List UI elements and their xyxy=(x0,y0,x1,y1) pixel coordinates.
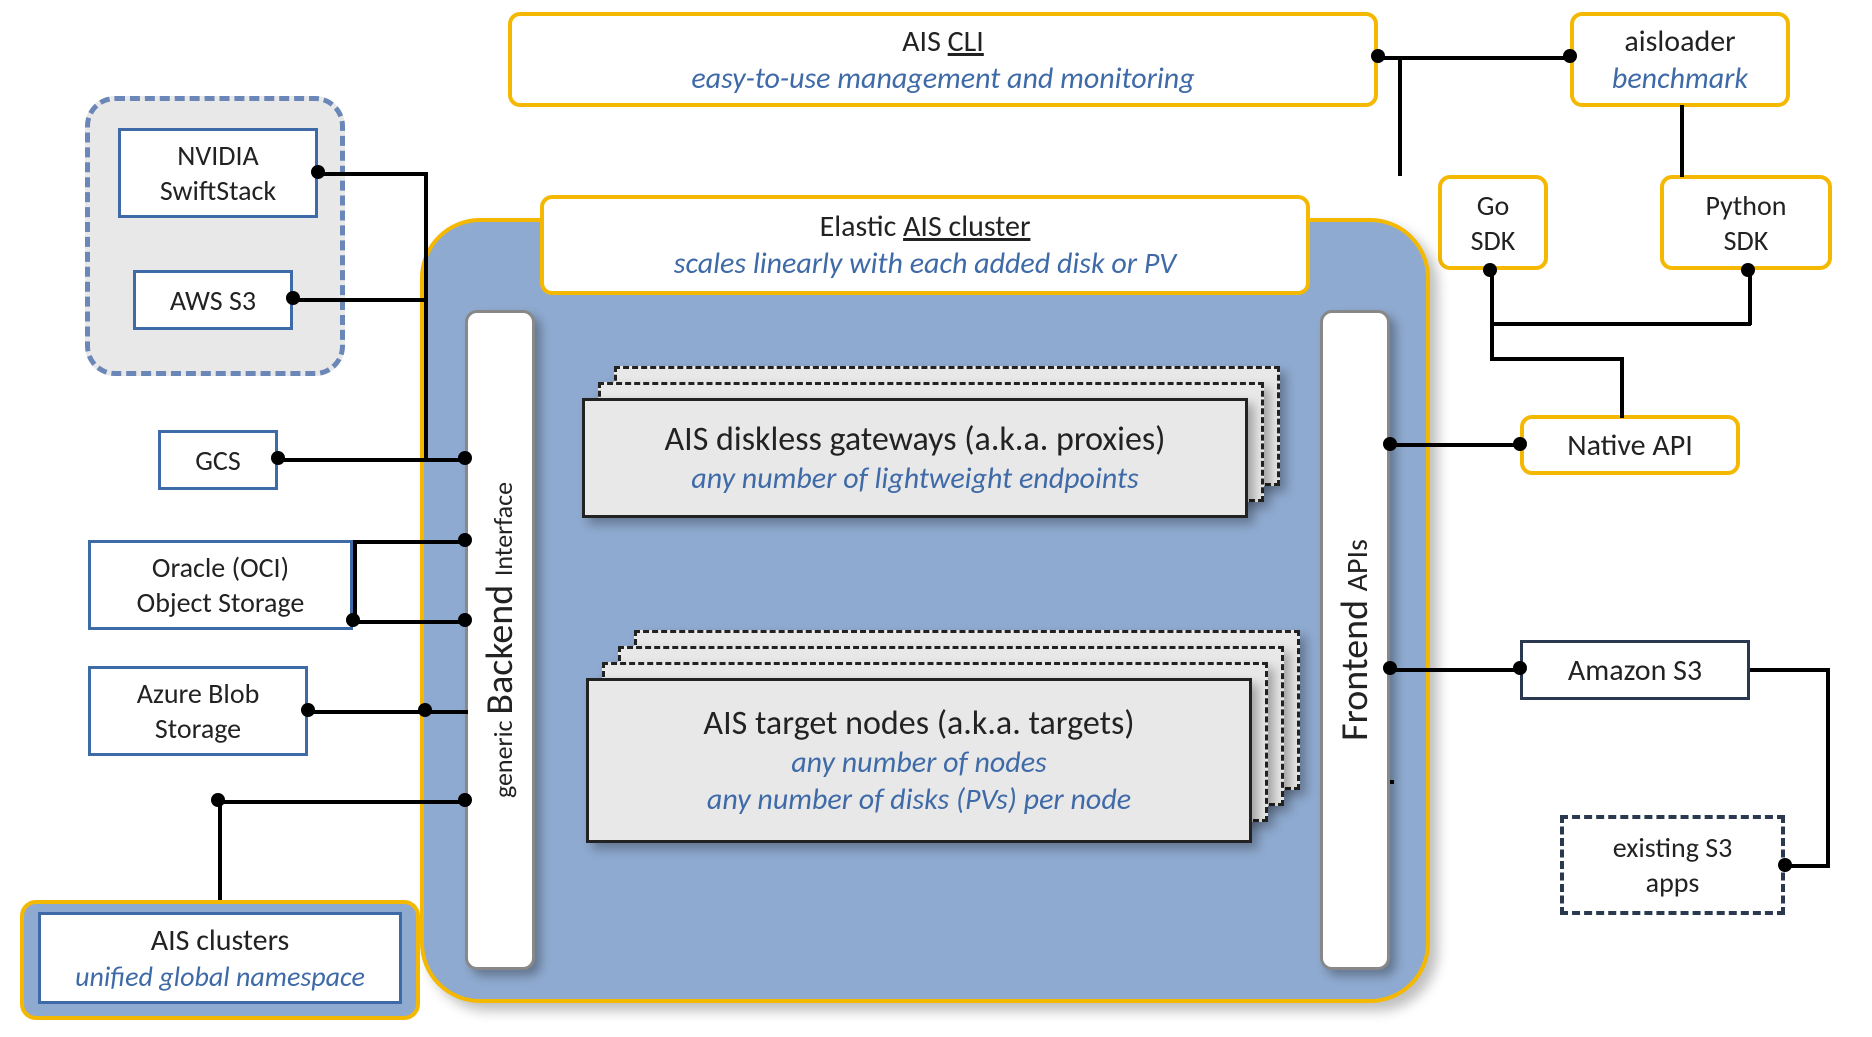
cluster-header-title: Elastic AIS cluster xyxy=(544,208,1306,245)
python-sdk-box: Python SDK xyxy=(1660,175,1832,270)
go-sdk-box: Go SDK xyxy=(1438,175,1548,270)
backend-interface-box: generic Backend Interface xyxy=(465,310,535,970)
aisloader-title: aisloader xyxy=(1574,23,1786,60)
cluster-background xyxy=(420,218,1430,1003)
amazon-s3-box: Amazon S3 xyxy=(1520,640,1750,700)
frontend-apis-box: Frontend APIs xyxy=(1320,310,1390,970)
cluster-header-box: Elastic AIS cluster scales linearly with… xyxy=(540,195,1310,295)
nvidia-box: NVIDIA SwiftStack xyxy=(118,128,318,218)
gcs-box: GCS xyxy=(158,430,278,490)
aisloader-box: aisloader benchmark xyxy=(1570,12,1790,107)
ais-cli-box: AIS CLI easy-to-use management and monit… xyxy=(508,12,1378,107)
gateways-box: AIS diskless gateways (a.k.a. proxies) a… xyxy=(582,398,1248,518)
native-api-box: Native API xyxy=(1520,415,1740,475)
frontend-apis-label: Frontend APIs xyxy=(1332,539,1378,741)
ais-cli-subtitle: easy-to-use management and monitoring xyxy=(512,60,1374,97)
aisloader-subtitle: benchmark xyxy=(1574,60,1786,97)
backend-interface-label: generic Backend Interface xyxy=(477,482,523,798)
ais-cli-title: AIS CLI xyxy=(512,23,1374,60)
ais-clusters-box: AIS clusters unified global namespace xyxy=(38,912,402,1004)
aws-s3-box: AWS S3 xyxy=(133,270,293,330)
oracle-oci-box: Oracle (OCI) Object Storage xyxy=(88,540,353,630)
existing-s3-apps-box: existing S3 apps xyxy=(1560,815,1785,915)
azure-blob-box: Azure Blob Storage xyxy=(88,666,308,756)
targets-box: AIS target nodes (a.k.a. targets) any nu… xyxy=(586,678,1252,843)
